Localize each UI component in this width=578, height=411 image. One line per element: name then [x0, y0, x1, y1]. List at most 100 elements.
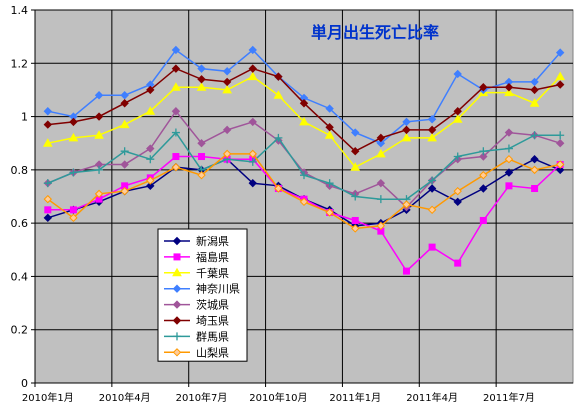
- series-8-point: [555, 160, 565, 169]
- series-3-point: [94, 130, 104, 139]
- series-8-point: [274, 184, 283, 193]
- legend-item: 埼玉県: [164, 314, 229, 328]
- series-7-point: [95, 165, 104, 174]
- series-7-point: [120, 147, 129, 156]
- series-3-point: [375, 148, 386, 158]
- series-4-point: [402, 117, 411, 127]
- series-6-point: [69, 117, 78, 127]
- legend-item: 千葉県: [164, 266, 229, 280]
- series-8-point: [402, 200, 411, 209]
- series-6-point: [402, 125, 411, 135]
- y-tick-label: 0.4: [11, 270, 29, 283]
- series-4-point: [325, 104, 334, 113]
- legend-item: 福島県: [164, 250, 229, 264]
- series-7-point: [479, 147, 488, 156]
- series-3-point: [504, 87, 514, 97]
- series-3-point: [452, 114, 463, 123]
- series-4-point: [376, 139, 386, 148]
- series-7-point: [376, 195, 385, 204]
- series-4-point: [222, 67, 232, 76]
- series-8-point: [427, 205, 437, 215]
- series-5-point: [120, 160, 129, 169]
- series-8-point: [453, 186, 462, 196]
- series-1-point: [504, 168, 514, 177]
- series-6-point: [376, 133, 386, 143]
- series-4-point: [94, 91, 104, 100]
- series-3-point: [196, 82, 207, 91]
- series-1-point: [453, 197, 462, 207]
- series-6-point: [171, 64, 181, 73]
- y-tick-label: 1.4: [11, 4, 29, 17]
- series-6-point: [146, 85, 155, 95]
- series-2-point: [69, 206, 77, 214]
- legend-marker: [173, 332, 181, 341]
- series-3-point: [68, 132, 79, 142]
- series-8-point: [146, 176, 155, 185]
- x-tick-label: 2010年7月: [176, 391, 228, 404]
- x-tick-label: 2011年7月: [483, 391, 535, 404]
- y-tick-label: 0: [21, 377, 28, 390]
- series-3-point: [427, 132, 437, 142]
- series-2-point: [479, 216, 487, 224]
- series-3-point: [222, 84, 233, 94]
- series-5-point: [146, 144, 155, 153]
- series-7-point: [428, 176, 437, 185]
- series-6-point: [197, 75, 206, 84]
- series-2-point: [531, 185, 539, 193]
- series-2-point: [44, 206, 52, 214]
- series-7-point: [248, 157, 257, 166]
- series-6-point: [222, 77, 232, 87]
- series-1-point: [146, 181, 155, 191]
- series-6-point: [325, 123, 334, 132]
- legend-label: 福島県: [196, 250, 229, 264]
- series-2-point: [505, 182, 513, 190]
- series-3-point: [145, 106, 156, 115]
- x-tick-label: 2011年4月: [406, 391, 458, 404]
- axes: 0 0.2 0.4 0.6 0.8 1 1.2 1.4 2010年1月 2010年4月 2010年7…: [11, 4, 573, 404]
- series-4-point: [453, 69, 462, 79]
- series-7-point: [556, 131, 565, 140]
- legend-item: 茨城県: [164, 298, 229, 312]
- series-4-point: [555, 48, 565, 57]
- legend-marker: [172, 284, 182, 293]
- series-7-point: [171, 128, 180, 137]
- y-tick-label: 1.2: [11, 57, 29, 70]
- legend-label: 山梨県: [196, 345, 229, 359]
- series-6-point: [94, 112, 104, 121]
- series-6-point: [453, 107, 462, 116]
- series-5-point: [248, 117, 257, 127]
- series-6-point: [43, 120, 53, 129]
- series-7-point: [325, 179, 334, 188]
- series-5-point: [555, 139, 565, 148]
- series-3-point: [529, 98, 540, 107]
- series-2-point: [402, 267, 410, 275]
- series-7-point: [351, 192, 360, 201]
- series-3-point: [119, 119, 130, 129]
- series-1-point: [555, 165, 565, 175]
- series-3-point: [324, 130, 335, 139]
- legend-marker: [172, 267, 182, 277]
- series-3-point: [350, 162, 361, 171]
- series-8-point: [325, 208, 334, 217]
- series-7-point: [530, 131, 539, 140]
- series-3-point: [555, 71, 566, 81]
- series-6-point: [274, 72, 283, 81]
- legend-box: [157, 228, 248, 362]
- series-2-point: [454, 259, 462, 267]
- series-6-point: [299, 99, 309, 108]
- series-4-point: [530, 77, 539, 87]
- series-6-point: [504, 83, 514, 92]
- series-4-point: [427, 115, 437, 124]
- y-tick-label: 0.2: [11, 324, 29, 337]
- legend-label: 茨城県: [196, 298, 229, 312]
- series-8-point: [69, 213, 78, 223]
- series-7-point: [43, 179, 52, 188]
- series-8-point: [94, 189, 104, 199]
- series-3-point: [171, 82, 181, 91]
- legend-item: 新潟県: [164, 234, 229, 248]
- series-8-point: [530, 165, 539, 175]
- series-6-point: [120, 99, 129, 108]
- x-tick-label: 2010年10月: [249, 391, 307, 404]
